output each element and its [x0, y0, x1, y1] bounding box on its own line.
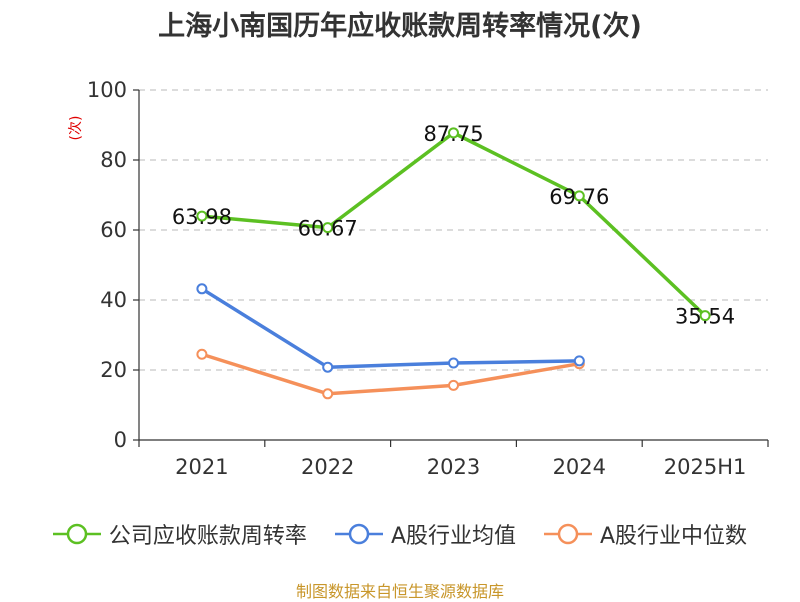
data-point — [322, 222, 334, 234]
legend-item[interactable]: A股行业中位数 — [544, 518, 747, 550]
y-tick-label: 60 — [100, 218, 127, 242]
x-tick-label: 2025H1 — [664, 455, 747, 479]
x-tick-label: 2021 — [175, 455, 228, 479]
y-tick-label: 20 — [100, 358, 127, 382]
chart-title: 上海小南国历年应收账款周转率情况(次) — [158, 11, 642, 42]
y-tick-label: 100 — [87, 78, 127, 102]
x-tick-label: 2023 — [427, 455, 480, 479]
legend-swatch-icon — [52, 523, 101, 545]
legend-item[interactable]: 公司应收账款周转率 — [52, 518, 307, 550]
y-tick-label: 80 — [100, 148, 127, 172]
legend-label: A股行业均值 — [390, 524, 516, 549]
series-line — [201, 352, 580, 396]
data-point — [448, 357, 459, 369]
legend: 公司应收账款周转率 A股行业均值 A股行业中位数 — [0, 518, 800, 550]
data-point — [196, 348, 208, 360]
data-point — [573, 190, 585, 202]
series-line — [200, 287, 580, 369]
legend-label: 公司应收账款周转率 — [108, 524, 307, 549]
data-point — [573, 355, 585, 367]
series-lines — [196, 127, 711, 400]
data-point — [448, 127, 459, 139]
legend-label: A股行业中位数 — [600, 524, 748, 549]
data-point — [699, 310, 711, 322]
data-labels: 63.98 60.67 87.75 69.76 35.54 — [172, 122, 735, 329]
data-label: 63.98 — [172, 205, 232, 229]
source-note: 制图数据来自恒生聚源数据库 — [295, 582, 504, 601]
data-point — [322, 361, 334, 373]
y-tick-label: 0 — [114, 428, 127, 452]
axes: 0 20 40 60 80 100 2021 2022 2023 2024 2025H1 — [87, 78, 769, 479]
legend-swatch-icon — [544, 523, 592, 545]
y-axis-unit-label: (次) — [68, 116, 84, 141]
data-label: 35.54 — [675, 305, 735, 329]
data-point — [196, 283, 208, 295]
data-label: 60.67 — [298, 217, 358, 241]
series-line — [201, 131, 707, 317]
legend-swatch-icon — [334, 523, 383, 545]
data-point — [322, 388, 334, 400]
x-tick-label: 2024 — [553, 455, 606, 479]
data-point — [196, 210, 208, 222]
data-label: 69.76 — [549, 185, 609, 209]
data-point — [448, 379, 459, 391]
data-label: 87.75 — [423, 122, 483, 146]
x-tick-label: 2022 — [301, 455, 354, 479]
gridlines — [139, 89, 768, 371]
legend-item[interactable]: A股行业均值 — [334, 518, 516, 550]
y-tick-label: 40 — [100, 288, 127, 312]
